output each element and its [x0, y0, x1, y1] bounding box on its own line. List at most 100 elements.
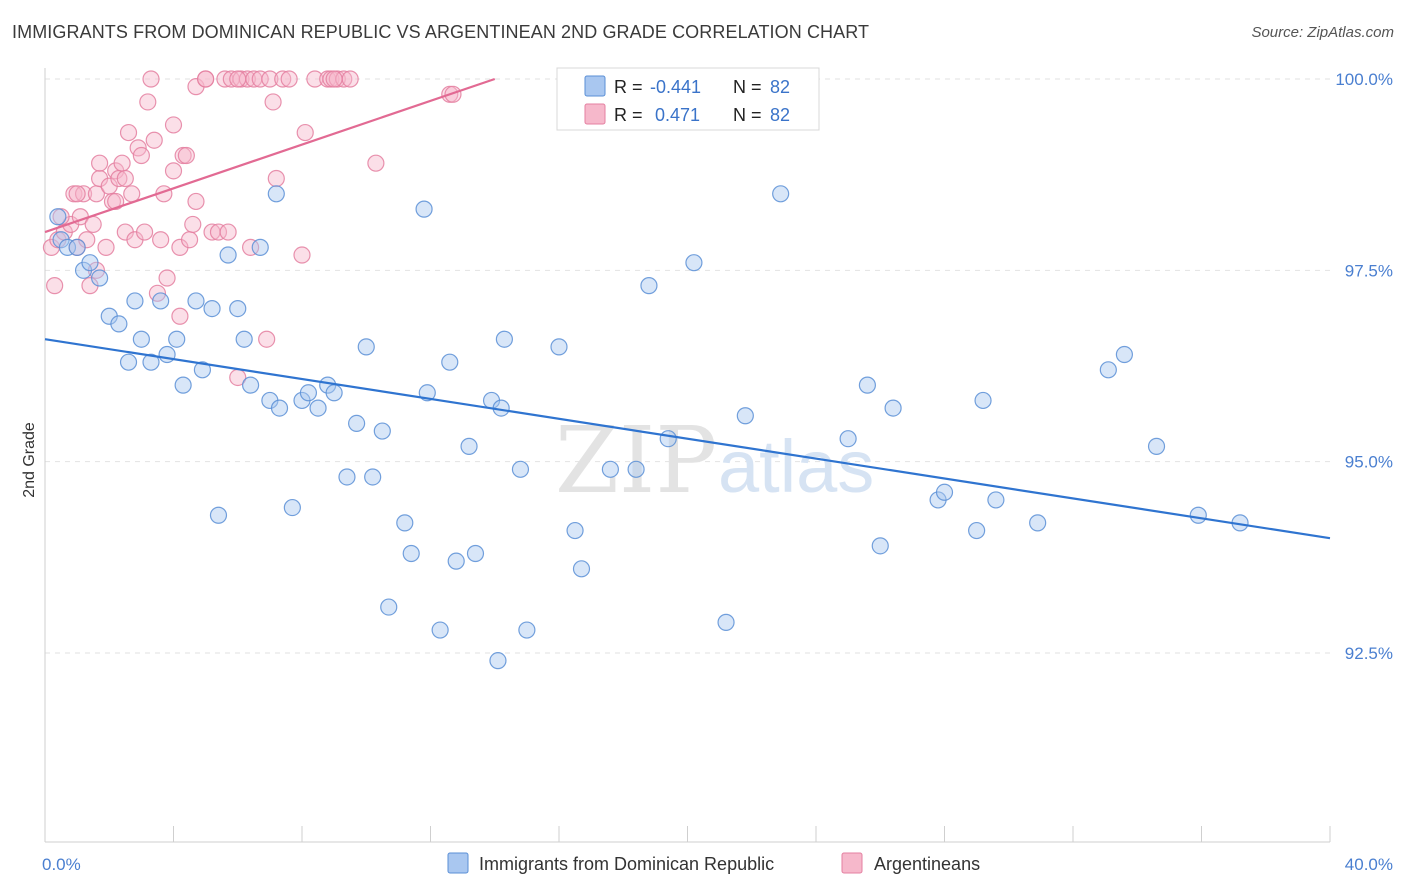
- y-tick-label: 95.0%: [1345, 453, 1393, 472]
- dominican-point: [81, 254, 99, 272]
- dominican-point: [203, 300, 221, 318]
- stats-n-label-blue: N =: [733, 77, 762, 97]
- argentinean-point: [184, 215, 202, 234]
- dominican-point: [1099, 361, 1117, 379]
- dominican-point: [283, 498, 301, 517]
- points-dominican: [49, 185, 1249, 670]
- argentinean-point: [84, 215, 102, 234]
- argentinean-point: [139, 93, 157, 111]
- argentinean-point: [119, 123, 138, 142]
- stats-r-label-blue: R =: [614, 77, 643, 97]
- dominican-point: [348, 414, 366, 432]
- dominican-point: [402, 544, 420, 563]
- stats-n-value-blue: 82: [770, 77, 790, 97]
- dominican-point: [357, 338, 375, 356]
- dominican-point: [415, 200, 433, 218]
- dominican-point: [601, 460, 620, 478]
- argentinean-point: [197, 70, 215, 88]
- x-tick-labels: 0.0% 40.0%: [42, 855, 1393, 874]
- dominican-point: [987, 491, 1005, 509]
- x-tick-label-min: 0.0%: [42, 855, 81, 874]
- dominican-point: [431, 621, 449, 639]
- argentinean-point: [261, 70, 279, 88]
- legend-swatch-pink: [841, 852, 863, 874]
- argentinean-point: [145, 131, 163, 149]
- dominican-point: [219, 246, 237, 264]
- x-tick-label-max: 40.0%: [1345, 855, 1393, 874]
- trend-lines: [44, 77, 1331, 540]
- source-credit: Source: ZipAtlas.com: [1251, 24, 1394, 41]
- dominican-point: [168, 330, 186, 348]
- dominican-point: [871, 537, 889, 555]
- dominican-point: [736, 407, 754, 425]
- dominican-point: [209, 506, 228, 524]
- dominican-point: [152, 292, 170, 310]
- dominican-point: [566, 521, 584, 540]
- dominican-point: [142, 353, 160, 371]
- stats-swatch-blue: [584, 75, 606, 97]
- argentinean-point: [116, 169, 134, 188]
- stats-swatch-pink: [584, 103, 606, 125]
- argentinean-point: [113, 154, 131, 172]
- y-axis-label: 2nd Grade: [21, 422, 38, 498]
- argentinean-point: [68, 185, 86, 203]
- dominican-point: [627, 460, 645, 478]
- argentinean-point: [325, 70, 343, 88]
- argentinean-point: [97, 238, 115, 256]
- dominican-point: [518, 621, 536, 639]
- grid-lines: [45, 78, 1330, 654]
- watermark-zip: ZIP: [555, 407, 717, 514]
- dominican-point: [441, 353, 459, 371]
- y-tick-labels: 92.5% 95.0% 97.5% 100.0%: [1335, 70, 1393, 663]
- dominican-point: [110, 315, 128, 333]
- argentinean-point: [242, 238, 260, 256]
- dominican-point: [935, 483, 954, 501]
- argentinean-point: [46, 277, 64, 295]
- argentinean-point: [152, 231, 170, 249]
- dominican-point: [126, 292, 144, 310]
- axes: [44, 68, 1331, 843]
- argentinean-point: [209, 223, 228, 241]
- dominican-point: [229, 300, 247, 318]
- dominican-point: [659, 430, 677, 448]
- dominican-point: [91, 269, 109, 287]
- stats-n-value-pink: 82: [770, 105, 790, 125]
- dominican-point: [839, 430, 857, 448]
- dominican-point: [1189, 506, 1207, 524]
- dominican-point: [270, 399, 289, 417]
- dominican-point: [489, 652, 507, 670]
- dominican-point: [364, 468, 382, 486]
- dominican-point: [251, 238, 269, 256]
- stats-r-value-pink: 0.471: [650, 105, 700, 125]
- dominican-point: [187, 292, 205, 310]
- chart-title: IMMIGRANTS FROM DOMINICAN REPUBLIC VS AR…: [12, 22, 870, 42]
- argentinean-point: [341, 70, 359, 88]
- legend-swatch-blue: [447, 852, 469, 874]
- argentinean-point: [180, 231, 199, 249]
- dominican-point: [1147, 437, 1166, 455]
- dominican-point: [717, 613, 735, 631]
- dominican-point: [193, 361, 212, 379]
- y-tick-label: 92.5%: [1345, 644, 1393, 663]
- dominican-point: [858, 376, 877, 394]
- dominican-point: [685, 254, 703, 272]
- dominican-point: [299, 384, 318, 402]
- argentinean-point: [229, 70, 247, 88]
- dominican-point: [158, 345, 176, 364]
- dominican-point: [460, 437, 478, 455]
- stats-r-value-blue: -0.441: [650, 77, 701, 97]
- dominican-point: [267, 185, 285, 203]
- argentinean-point: [107, 192, 125, 211]
- stats-legend: R = -0.441 N = 82 R = 0.471 N = 82: [556, 67, 820, 131]
- argentinean-trend-line: [44, 77, 496, 234]
- dominican-point: [338, 468, 356, 486]
- argentinean-point: [123, 185, 141, 203]
- argentinean-point: [280, 70, 298, 88]
- dominican-point: [309, 399, 327, 417]
- argentinean-point: [293, 246, 311, 264]
- dominican-point: [373, 422, 391, 440]
- y-tick-label: 97.5%: [1345, 261, 1393, 280]
- stats-n-label-pink: N =: [733, 105, 762, 125]
- argentinean-point: [367, 154, 385, 172]
